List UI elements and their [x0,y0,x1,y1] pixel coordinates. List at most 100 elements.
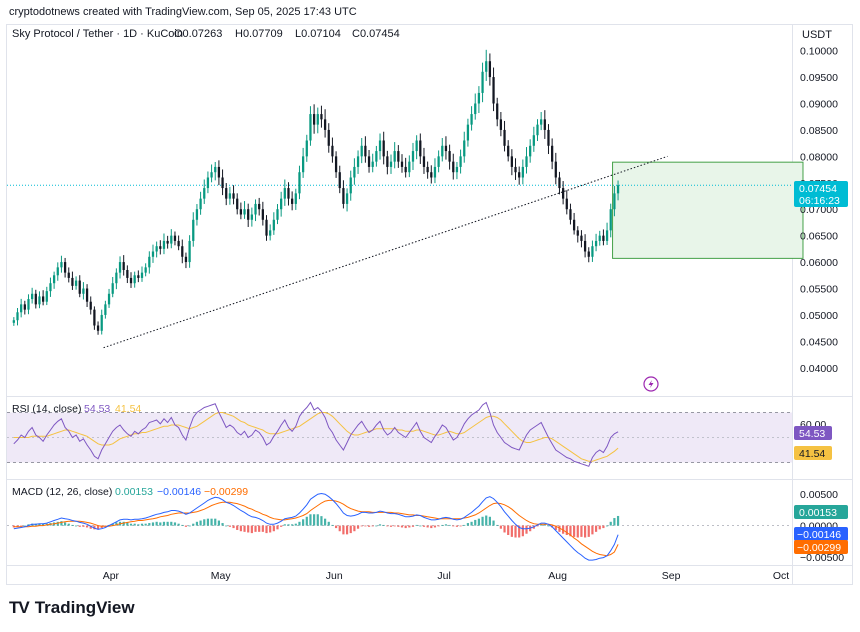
macd-hist-bar [159,522,162,526]
macd-hist-bar [514,525,517,538]
macd-hist-bar [485,515,488,526]
macd-hist-bar [184,525,188,527]
candle-body [93,309,96,326]
macd-hist-bar [470,521,473,526]
candle-body [210,172,213,178]
candle-body [151,251,155,257]
candle-body [616,185,620,194]
macd-hist-bar [93,525,96,530]
macd-hist-bar [547,525,550,527]
candle-body [518,172,521,178]
macd-hist-bar [100,525,103,529]
candle-body [71,277,74,286]
macd-hist-bar [382,524,385,526]
lightning-icon[interactable] [643,376,659,392]
macd-hist-bar [518,525,521,538]
macd-hist-bar [569,525,572,537]
macd-hist-bar [67,523,70,526]
candle-body [404,166,407,173]
macd-hist-bar [188,525,191,527]
symbol-title: Sky Protocol / Tether · 1D · KuCoin [12,28,183,40]
candle-body [459,156,462,167]
candle-body [23,304,26,310]
candle-body [521,166,524,178]
candle-body [122,262,125,270]
chart-svg[interactable]: 0.100000.095000.090000.085000.080000.075… [0,0,860,590]
candle-body [27,299,30,310]
range-box[interactable] [612,161,804,259]
macd-hist-bar [243,525,246,532]
candle-body [159,246,162,249]
macd-hist-bar [247,525,250,533]
candle-body [316,114,319,125]
ohlc-open: O0.07263 [174,28,222,40]
macd-hist-bar [441,524,444,526]
macd-hist-bar [250,525,253,534]
macd-hist-bar [111,523,114,526]
candle-body [243,209,246,215]
macd-hist-bar [313,514,316,526]
candle-body [287,188,290,199]
currency-label: USDT [802,29,832,41]
rsi-line [13,401,619,467]
candle-body [203,188,206,199]
macd-hist-bar [269,525,272,533]
macd-hist-bar [587,525,590,537]
trendline[interactable] [103,155,668,349]
candle-body [188,240,191,263]
macd-hist-bar [565,525,568,535]
macd-hist-bar [375,525,378,527]
candle-body [301,156,305,173]
macd-hist-bar [342,525,345,535]
macd-hist-bar [433,525,437,528]
candle-body [12,320,15,323]
candle-body [34,293,37,305]
candle-body [225,188,228,199]
candle-body [367,156,371,167]
candle-body [217,166,221,178]
macd-hist-bar [203,519,206,526]
brand-name: TradingView [34,598,135,617]
candle-body [529,145,532,157]
macd-value-badge [794,505,848,519]
price-tick-label: 0.05000 [800,310,838,322]
macd-hist-bar [89,525,92,529]
macd-hist-bar [137,524,140,526]
macd-histogram [12,514,620,538]
candle-body [430,172,433,178]
candle-body [45,291,48,302]
candle-body [258,203,261,210]
macd-hist-bar [133,523,136,526]
candle-body [214,166,217,173]
macd-badge-value: 0.00153 [799,507,837,519]
macd-hist-bar [236,525,239,530]
candle-body [323,119,327,130]
candle-body [247,209,250,220]
candle-body [598,235,601,241]
macd-hist-bar [543,524,546,526]
macd-hist-bar [291,524,294,526]
candle-body [474,103,477,115]
macd-hist-bar [540,524,543,526]
candle-body [107,293,111,305]
macd-hist-bar [510,525,513,537]
macd-tick-label: 0.00500 [800,489,838,501]
macd-hist-bar [280,525,283,527]
macd-hist-bar [400,525,404,528]
macd-hist-bar [591,525,594,535]
time-tick-label: Apr [103,570,120,582]
macd-hist-bar [177,523,180,526]
candle-body [466,124,470,141]
rsi-ma-line [13,412,619,462]
macd-hist-bar [327,521,330,526]
macd-hist-bar [225,525,228,527]
tradingview-logo[interactable]: TV TradingView [9,598,135,618]
candle-body [89,301,92,310]
price-tick-label: 0.04000 [800,363,838,375]
rsi-legend-value: 54.53 [84,403,110,415]
macd-hist-bar [283,524,286,526]
candle-body [554,161,557,178]
candle-body [422,156,426,167]
candle-body [364,145,367,157]
macd-hist-bar [309,514,312,526]
